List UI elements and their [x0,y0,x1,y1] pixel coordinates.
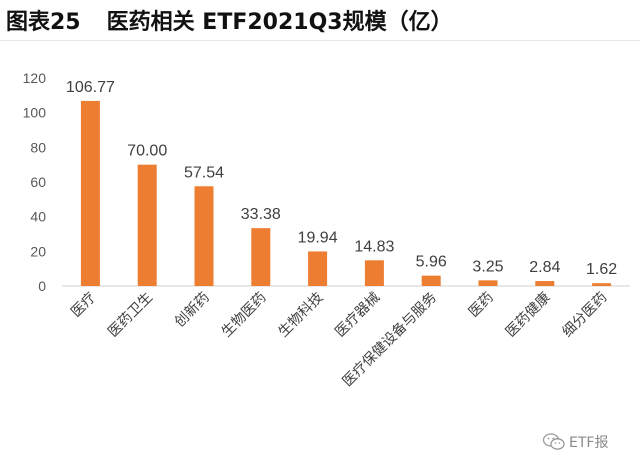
data-label: 1.62 [586,261,617,278]
y-tick-label: 20 [30,243,46,259]
category-label: 创新药 [172,290,213,331]
data-label: 70.00 [127,143,167,160]
y-tick-label: 0 [38,278,46,294]
data-label: 5.96 [416,254,447,271]
data-label: 3.25 [472,258,503,275]
bar [364,260,384,286]
bar [478,280,498,286]
title-bar: 图表25 医药相关 ETF2021Q3规模（亿） [0,0,640,41]
category-label: 医疗 [68,290,99,321]
bar [535,281,555,286]
bar [137,164,157,286]
bar [308,251,328,286]
category-label: 细分医药 [560,290,611,341]
bar [251,228,271,286]
data-label: 57.54 [184,164,224,181]
y-tick-label: 40 [30,209,46,225]
category-label: 医药健康 [502,289,554,341]
bar [592,283,612,286]
bar [421,275,441,286]
bar-chart: 0 20 40 60 80 100 120 106.77 医疗 70.00 医药卫生 57.54 创新药… [23,70,630,390]
y-tick-label: 80 [30,139,46,155]
data-label: 106.77 [66,79,115,96]
data-label: 14.83 [354,238,394,255]
y-tick-label: 120 [23,70,47,86]
wechat-icon [543,433,565,450]
chart-title: 医药相关 ETF2021Q3规模（亿） [106,10,453,35]
data-label: 19.94 [298,229,338,246]
watermark-text: ETF报 [569,435,609,451]
category-label: 生物科技 [276,290,327,341]
data-label: 2.84 [529,259,560,276]
category-label: 生物医药 [219,290,270,341]
bar [80,100,100,286]
y-tick-label: 60 [30,174,46,190]
data-label: 33.38 [241,206,281,223]
figure-label: 图表25 [6,10,81,35]
category-label: 医疗保健设备与服务 [339,289,440,390]
y-tick-label: 100 [23,105,47,121]
category-label: 医药卫生 [105,290,156,341]
category-label: 医疗器械 [332,290,383,341]
category-label: 医药 [466,290,497,321]
bar [194,186,214,286]
watermark: ETF报 [543,432,608,452]
